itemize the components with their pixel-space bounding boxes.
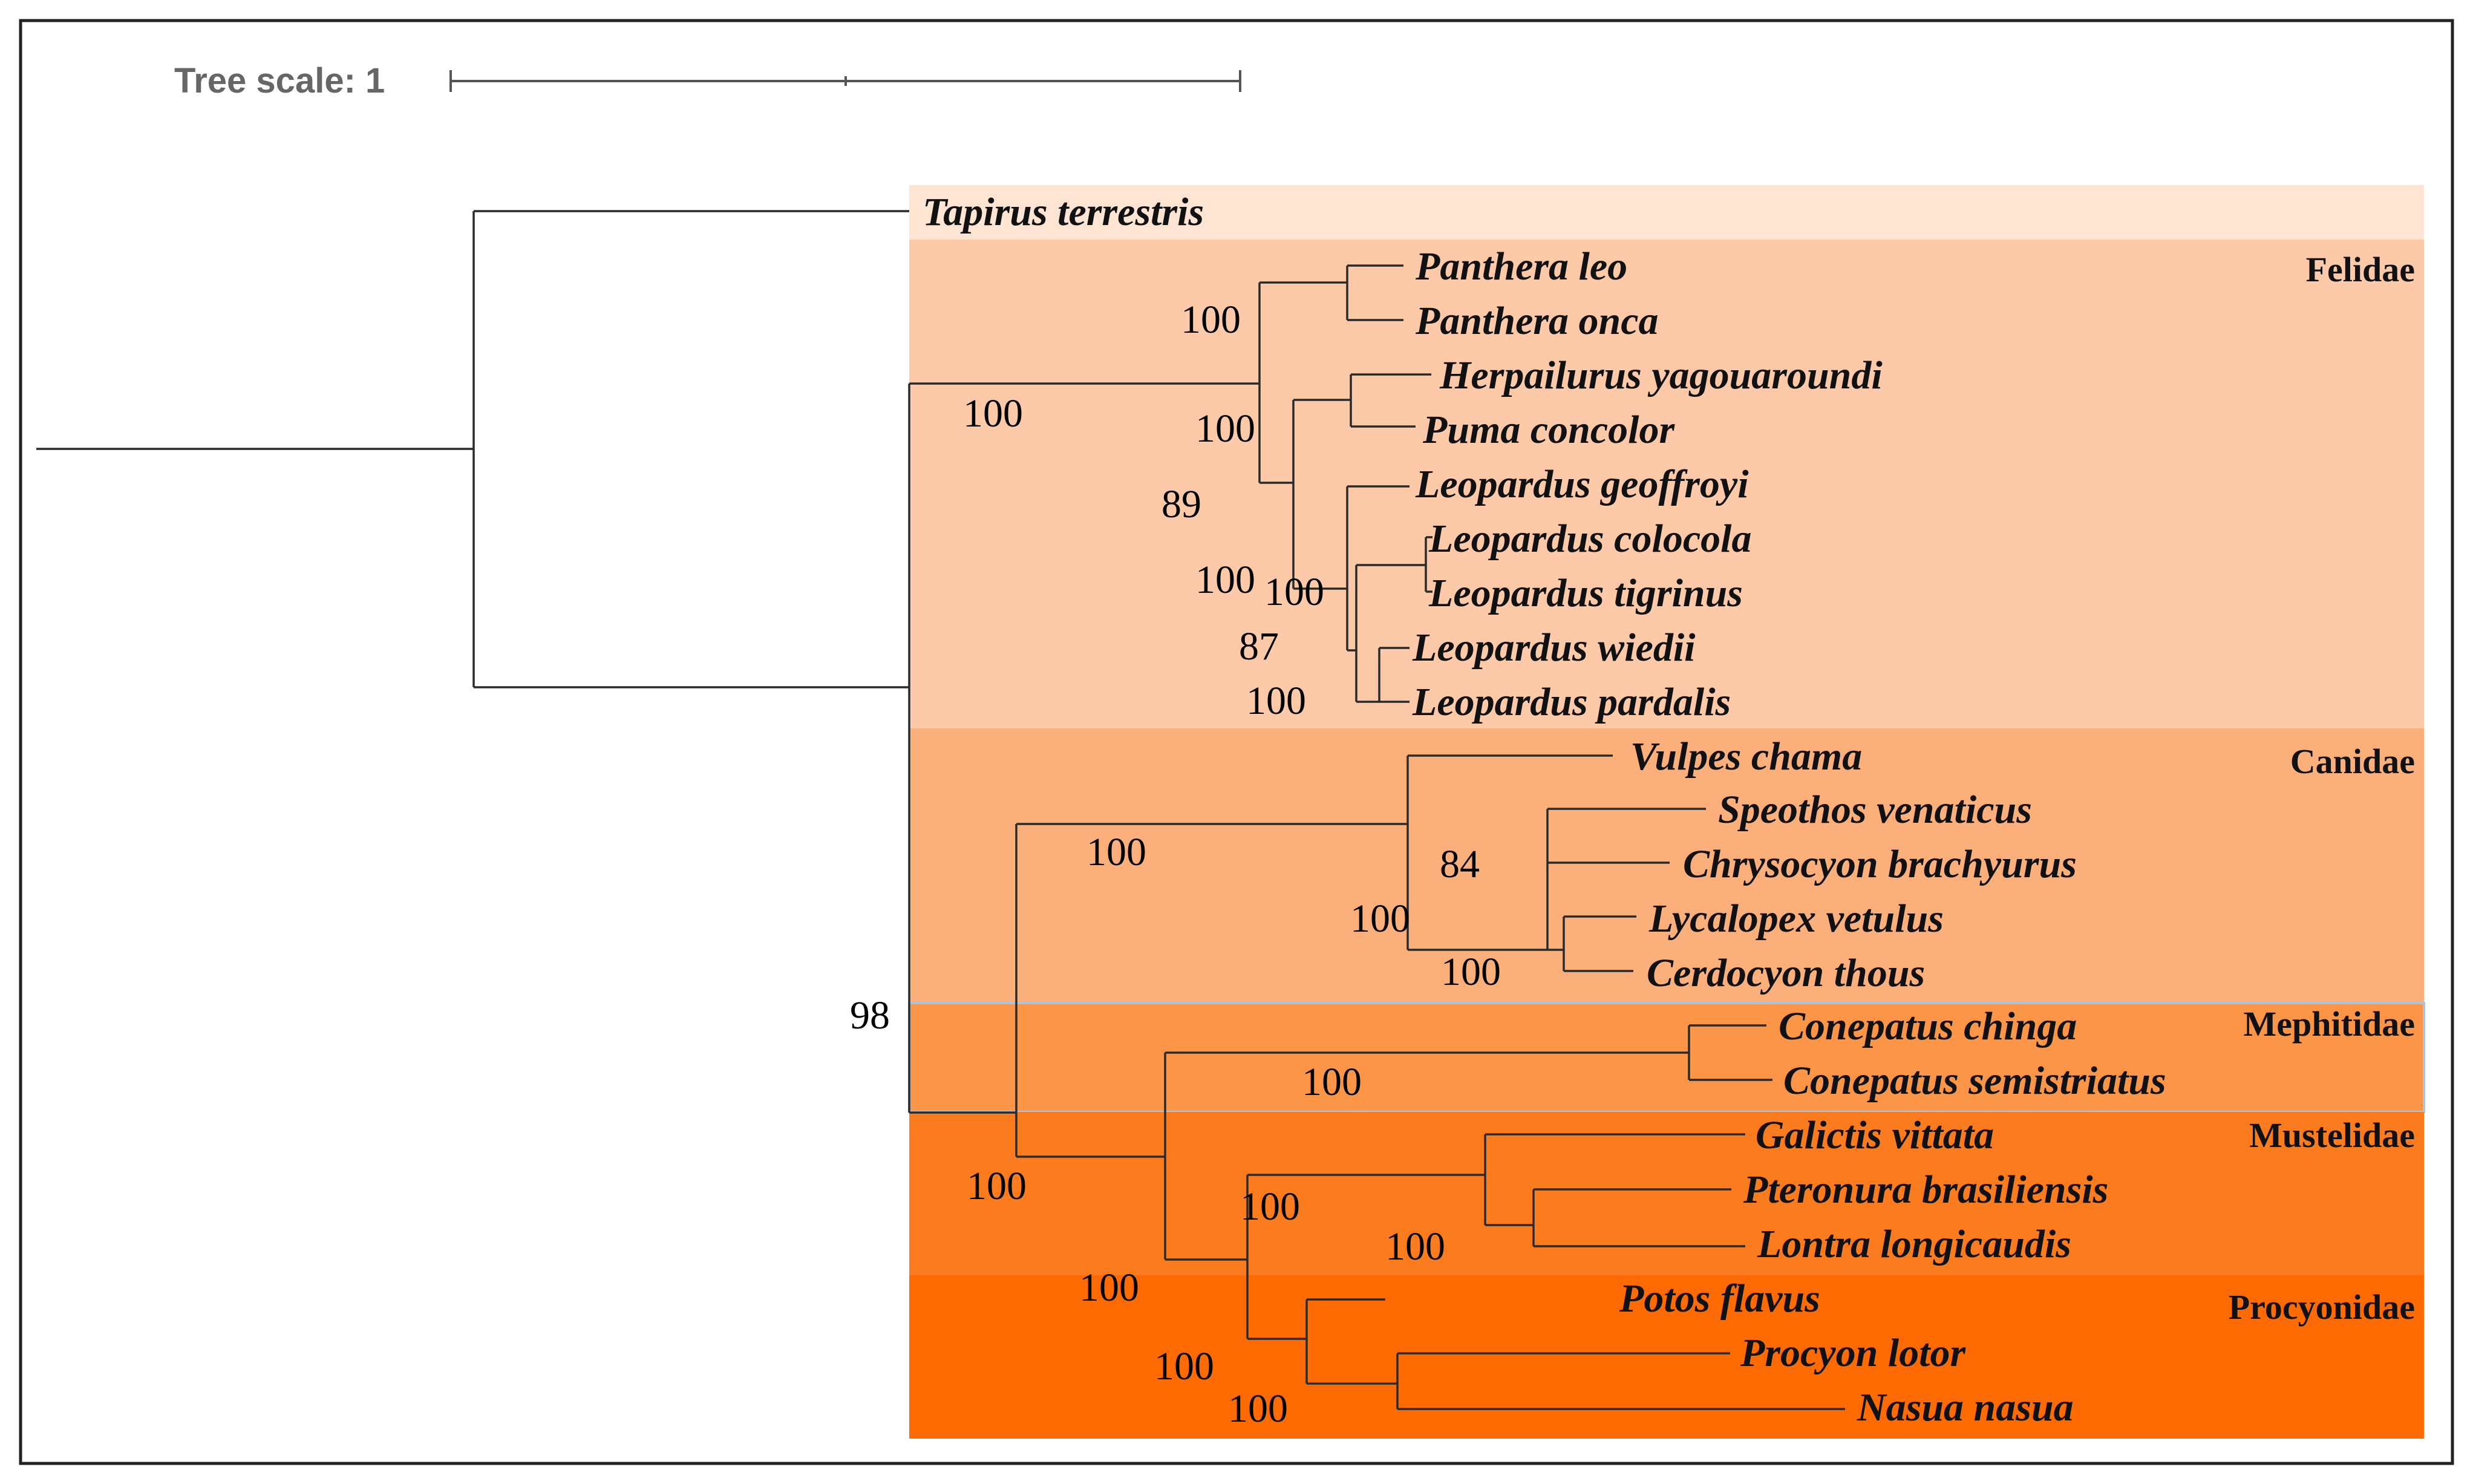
tip-conepatus-chinga: Conepatus chinga bbox=[1779, 1004, 2077, 1048]
tip-galictis-vittata: Galictis vittata bbox=[1756, 1113, 1994, 1157]
family-label-felidae: Felidae bbox=[2306, 250, 2415, 289]
support-value: 100 bbox=[1385, 1224, 1445, 1269]
tip-puma-concolor: Puma concolor bbox=[1422, 408, 1675, 452]
support-value: 100 bbox=[963, 391, 1023, 436]
tip-cerdocyon-thous: Cerdocyon thous bbox=[1647, 951, 1925, 995]
tip-herpailurus-yagouaroundi: Herpailurus yagouaroundi bbox=[1439, 353, 1883, 397]
tip-leopardus-geoffroyi: Leopardus geoffroyi bbox=[1415, 462, 1749, 506]
support-value: 100 bbox=[1302, 1060, 1362, 1104]
support-values: 100 100 100 89 100 100 87 100 100 84 100… bbox=[850, 298, 1501, 1431]
support-value: 100 bbox=[1441, 950, 1501, 994]
mustelidae-highlight bbox=[909, 1112, 2424, 1275]
tip-nasua-nasua: Nasua nasua bbox=[1857, 1385, 2074, 1430]
tip-chrysocyon-brachyurus: Chrysocyon brachyurus bbox=[1683, 842, 2077, 886]
support-value: 100 bbox=[1079, 1266, 1139, 1310]
tip-tapirus-terrestris: Tapirus terrestris bbox=[923, 190, 1204, 234]
tip-leopardus-pardalis: Leopardus pardalis bbox=[1412, 680, 1731, 724]
family-label-canidae: Canidae bbox=[2290, 742, 2415, 781]
tip-procyon-lotor: Procyon lotor bbox=[1740, 1331, 1966, 1375]
tree-branches bbox=[36, 210, 1845, 1410]
tip-potos-flavus: Potos flavus bbox=[1619, 1276, 1820, 1321]
tip-leopardus-tigrinus: Leopardus tigrinus bbox=[1428, 571, 1743, 615]
support-value: 100 bbox=[967, 1164, 1027, 1208]
tree-scale-label: Tree scale: 1 bbox=[174, 61, 385, 100]
canidae-highlight bbox=[909, 728, 2424, 1003]
tip-lontra-longicaudis: Lontra longicaudis bbox=[1757, 1222, 2071, 1266]
family-label-mephitidae: Mephitidae bbox=[2243, 1004, 2415, 1044]
procyonidae-highlight bbox=[909, 1275, 2424, 1439]
tip-lycalopex-vetulus: Lycalopex vetulus bbox=[1648, 897, 1944, 941]
support-value: 100 bbox=[1350, 897, 1410, 941]
figure-border bbox=[19, 19, 2454, 1465]
family-label-procyonidae: Procyonidae bbox=[2229, 1287, 2415, 1327]
tip-leopardus-colocola: Leopardus colocola bbox=[1428, 517, 1751, 561]
clade-backgrounds bbox=[908, 185, 2425, 1439]
support-value: 100 bbox=[1195, 407, 1255, 451]
tip-speothos-venaticus: Speothos venaticus bbox=[1718, 788, 2032, 832]
support-value: 100 bbox=[1228, 1387, 1288, 1431]
support-value: 100 bbox=[1181, 298, 1241, 342]
support-value: 87 bbox=[1239, 624, 1279, 668]
support-value: 84 bbox=[1440, 842, 1480, 886]
tree-scale-bar bbox=[449, 70, 1241, 92]
support-value: 100 bbox=[1246, 679, 1306, 723]
outgroup-highlight bbox=[909, 185, 2424, 240]
tip-leopardus-wiedii: Leopardus wiedii bbox=[1412, 626, 1696, 670]
support-value: 100 bbox=[1240, 1185, 1300, 1229]
support-value: 98 bbox=[850, 993, 890, 1038]
family-labels: Felidae Canidae Mephitidae Mustelidae Pr… bbox=[2229, 250, 2415, 1327]
support-value: 100 bbox=[1086, 830, 1146, 874]
family-label-mustelidae: Mustelidae bbox=[2249, 1116, 2415, 1155]
tip-vulpes-chama: Vulpes chama bbox=[1630, 734, 1862, 779]
support-value: 89 bbox=[1161, 482, 1201, 526]
tip-conepatus-semistriatus: Conepatus semistriatus bbox=[1783, 1059, 2166, 1103]
support-value: 100 bbox=[1195, 558, 1255, 602]
tip-panthera-onca: Panthera onca bbox=[1415, 299, 1659, 343]
tip-labels: Tapirus terrestris Panthera leo Panthera… bbox=[923, 190, 2166, 1430]
felidae-highlight bbox=[909, 240, 2424, 728]
tip-pteronura-brasiliensis: Pteronura brasiliensis bbox=[1743, 1168, 2108, 1212]
support-value: 100 bbox=[1264, 570, 1324, 614]
tree-scale: Tree scale: 1 bbox=[174, 61, 1241, 100]
tip-panthera-leo: Panthera leo bbox=[1415, 244, 1627, 289]
mephitidae-highlight bbox=[908, 1002, 2425, 1113]
support-value: 100 bbox=[1154, 1344, 1214, 1388]
